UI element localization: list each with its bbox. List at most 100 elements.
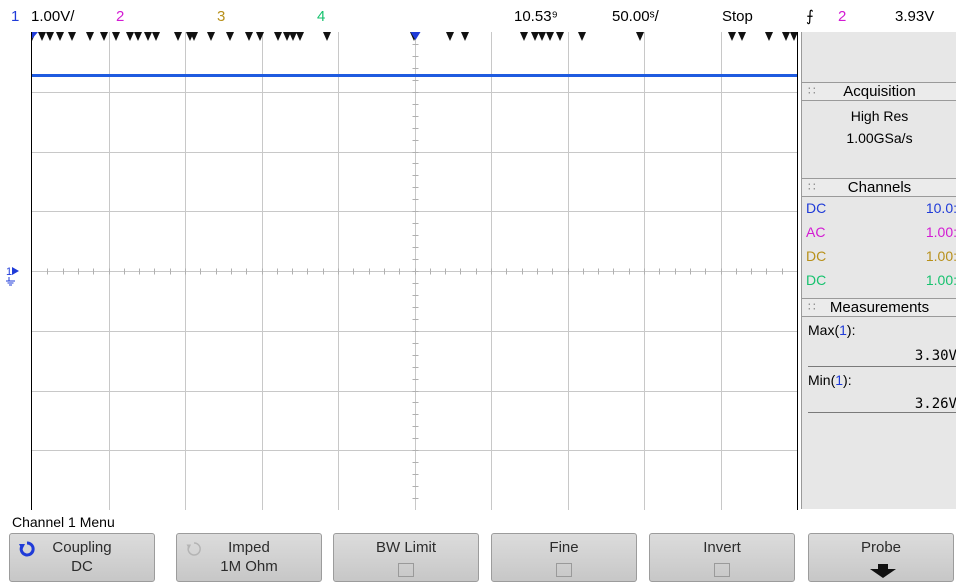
trigger-marker — [461, 32, 469, 41]
trigger-marker — [144, 32, 152, 41]
grip-icon: ∷ — [808, 84, 816, 98]
graticule — [32, 32, 797, 510]
coupling-label: Coupling — [52, 539, 112, 556]
trigger-marker — [446, 32, 454, 41]
trigger-marker — [538, 32, 546, 41]
measurements-title: Measurements — [829, 299, 930, 316]
trigger-marker — [100, 32, 108, 41]
bw-limit-checkbox[interactable] — [398, 563, 414, 577]
trigger-marker — [782, 32, 790, 41]
run-state[interactable]: Stop — [722, 8, 753, 25]
coupling-softkey[interactable]: Coupling DC — [9, 533, 155, 582]
bw-limit-softkey[interactable]: BW Limit — [333, 533, 479, 582]
trigger-marker — [531, 32, 539, 41]
trigger-marker — [190, 32, 198, 41]
rotate-icon — [186, 542, 201, 556]
trigger-edge-icon: ⨍ — [806, 8, 814, 25]
max-label: Max(1): — [808, 322, 856, 338]
channel-coupling: DC — [806, 200, 827, 216]
imped-value: 1M Ohm — [220, 558, 278, 575]
trigger-marker — [86, 32, 94, 41]
trigger-level[interactable]: 3.93V — [895, 8, 935, 25]
trigger-marker — [256, 32, 264, 41]
coupling-value: DC — [71, 558, 93, 575]
waveform-display[interactable] — [31, 32, 798, 510]
grip-icon: ∷ — [808, 300, 816, 314]
invert-label: Invert — [703, 539, 741, 556]
ch1-number[interactable]: 1 — [11, 8, 20, 25]
trigger-marker — [790, 32, 797, 41]
acquisition-header: ∷ Acquisition — [802, 82, 956, 101]
trigger-marker — [323, 32, 331, 41]
trigger-marker — [274, 32, 282, 41]
trigger-marker — [245, 32, 253, 41]
svg-text:1: 1 — [6, 266, 12, 278]
divider — [808, 412, 956, 413]
channel-coupling: DC — [806, 248, 827, 264]
trigger-marker — [728, 32, 736, 41]
trigger-marker — [126, 32, 134, 41]
probe-softkey[interactable]: Probe — [808, 533, 954, 582]
trigger-marker — [636, 32, 644, 41]
trigger-marker — [152, 32, 160, 41]
trigger-channel[interactable]: 2 — [838, 8, 847, 25]
trigger-marker — [112, 32, 120, 41]
imped-softkey[interactable]: Imped 1M Ohm — [176, 533, 322, 582]
measurements-header: ∷ Measurements — [802, 298, 956, 317]
time-ref-marker — [410, 32, 421, 40]
time-scale[interactable]: 50.00ˢ/ — [612, 8, 659, 25]
acquisition-mode: High Res — [850, 108, 909, 124]
divider — [808, 366, 956, 367]
trigger-marker — [207, 32, 215, 41]
trigger-marker — [283, 32, 291, 41]
grip-icon: ∷ — [808, 180, 816, 194]
imped-label: Imped — [228, 539, 270, 556]
ground-icon: 1 — [6, 266, 19, 286]
trigger-marker — [289, 32, 297, 41]
trigger-marker — [174, 32, 182, 41]
trigger-marker — [520, 32, 528, 41]
channels-header: ∷ Channels — [802, 178, 956, 197]
trigger-marker — [226, 32, 234, 41]
trigger-marker — [38, 32, 46, 41]
ground-marker[interactable]: 1 — [6, 264, 24, 291]
trigger-marker — [296, 32, 304, 41]
channel-coupling: AC — [806, 224, 826, 240]
invert-checkbox[interactable] — [714, 563, 730, 577]
ch3-number[interactable]: 3 — [217, 8, 226, 25]
channel-probe: 1.00: — [925, 272, 956, 288]
acquisition-rate: 1.00GSa/s — [846, 130, 913, 146]
channel-probe: 10.0: — [925, 200, 956, 216]
min-value: 3.26V — [914, 396, 956, 412]
channel-coupling: DC — [806, 272, 827, 288]
trigger-marker — [765, 32, 773, 41]
trigger-marker — [68, 32, 76, 41]
arrow-down-icon — [870, 564, 896, 578]
channel-probe: 1.00: — [925, 224, 956, 240]
ch2-number[interactable]: 2 — [116, 8, 125, 25]
ch4-number[interactable]: 4 — [317, 8, 326, 25]
trigger-marker — [556, 32, 564, 41]
fine-softkey[interactable]: Fine — [491, 533, 637, 582]
channel-probe: 1.00: — [925, 248, 956, 264]
menu-title: Channel 1 Menu — [12, 514, 115, 530]
bw-limit-label: BW Limit — [376, 539, 436, 556]
min-label: Min(1): — [808, 372, 852, 388]
trigger-marker — [546, 32, 554, 41]
info-sidebar: ∷ Acquisition High Res 1.00GSa/s ∷ Chann… — [801, 32, 956, 509]
trigger-marker — [46, 32, 54, 41]
max-value: 3.30V — [914, 348, 956, 364]
probe-label: Probe — [860, 539, 902, 556]
acquisition-title: Acquisition — [843, 83, 916, 100]
trigger-marker — [56, 32, 64, 41]
channels-title: Channels — [847, 179, 912, 196]
status-bar: 1 1.00V/ 2 3 4 10.53⁹ 50.00ˢ/ Stop ⨍ 2 3… — [0, 0, 956, 32]
invert-softkey[interactable]: Invert — [649, 533, 795, 582]
ch1-scale[interactable]: 1.00V/ — [31, 8, 75, 25]
trigger-marker — [738, 32, 746, 41]
time-delay[interactable]: 10.53⁹ — [514, 8, 558, 25]
trigger-marker — [578, 32, 586, 41]
fine-label: Fine — [549, 539, 579, 556]
fine-checkbox[interactable] — [556, 563, 572, 577]
rotate-icon — [19, 541, 35, 557]
